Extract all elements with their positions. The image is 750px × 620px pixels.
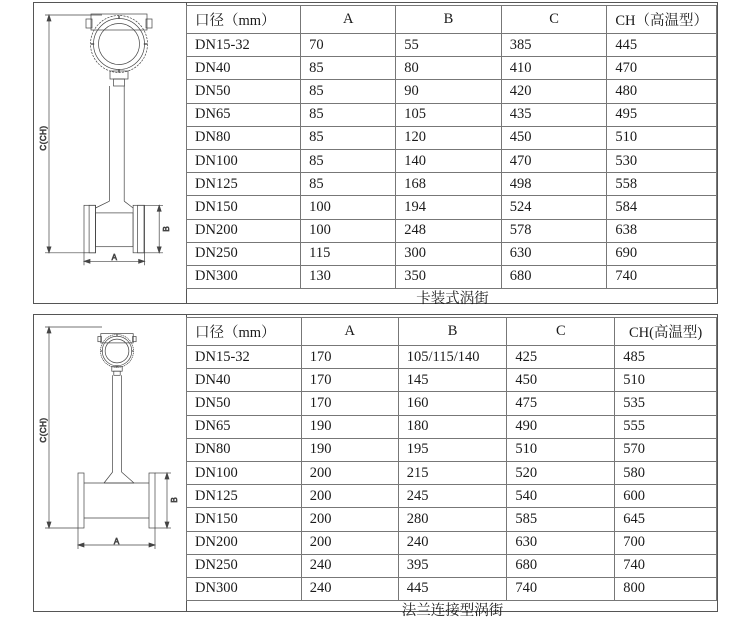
svg-text:C(CH): C(CH) — [39, 125, 48, 150]
svg-text:A: A — [114, 537, 120, 546]
svg-text:A: A — [112, 253, 118, 262]
svg-text:B: B — [162, 226, 171, 231]
svg-text:C(CH): C(CH) — [39, 417, 48, 442]
svg-text:B: B — [170, 497, 179, 502]
